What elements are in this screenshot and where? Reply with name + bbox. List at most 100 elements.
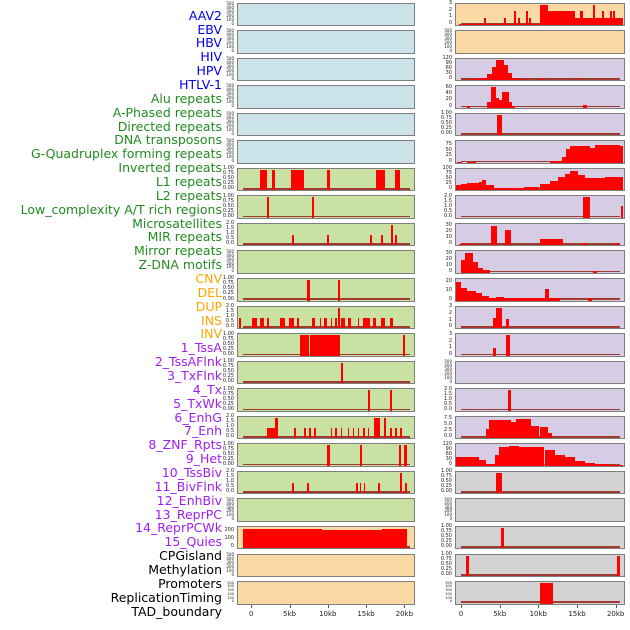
y-tick-label: 400 <box>226 4 234 10</box>
data-bar <box>357 428 360 439</box>
track-label-8-znf-rpts: 8_ZNF_Rpts <box>148 437 222 453</box>
y-tick-label: 2 <box>448 337 452 344</box>
data-baseline <box>461 546 621 548</box>
data-bar <box>312 317 316 329</box>
y-tick-label: 0.00 <box>222 460 234 467</box>
data-bar <box>593 4 596 25</box>
track-panel-cpgisland <box>455 470 625 495</box>
data-bar <box>614 243 619 246</box>
data-bar <box>610 11 613 25</box>
data-bar <box>389 317 393 329</box>
data-bar <box>495 454 500 466</box>
data-bar <box>394 235 397 246</box>
data-bar <box>466 456 480 466</box>
y-tick-label: 0 <box>231 20 234 26</box>
data-bar <box>569 171 578 191</box>
data-bar <box>554 454 565 466</box>
data-bar <box>577 174 585 191</box>
y-tick-label: 0 <box>231 48 234 54</box>
y-tick-label: 200 <box>224 527 234 534</box>
y-tick-label: 500 <box>227 580 234 585</box>
y-tick-label: 1.5 <box>226 308 234 314</box>
y-tick-label: 0.75 <box>222 170 234 177</box>
y-tick-label: 60 <box>445 83 452 90</box>
data-bar <box>300 169 304 191</box>
y-tick-label: 500 <box>444 28 452 34</box>
y-tick-label: 0.50 <box>440 533 452 540</box>
y-tick-label: 300 <box>226 146 234 152</box>
track-panel-inv <box>455 30 625 54</box>
data-bar <box>357 317 360 329</box>
y-tick-label: 0 <box>230 543 234 550</box>
y-tick-label: 2 <box>448 309 452 316</box>
y-tick-label: 0.25 <box>440 125 452 132</box>
track-panel-dna-transposons <box>237 250 415 274</box>
data-bar <box>564 173 570 191</box>
track-label-cpgisland: CPGisland <box>159 548 222 564</box>
x-tick-mark <box>404 605 406 609</box>
data-bar <box>539 4 548 25</box>
y-tick-label: 1.00 <box>222 165 234 172</box>
data-bar <box>486 463 492 466</box>
y-tick-label: 0 <box>448 102 452 109</box>
data-bar <box>547 11 575 25</box>
data-baseline <box>243 298 411 300</box>
data-bar <box>314 428 317 439</box>
y-tick-label: 100 <box>226 264 234 270</box>
y-tick-label: 10 <box>445 286 452 293</box>
y-tick-label: 400 <box>226 59 234 65</box>
y-tick-label: 400 <box>444 32 452 38</box>
track-label-5-txwk: 5_TxWk <box>173 395 222 411</box>
x-tick-mark <box>615 605 617 609</box>
data-bar <box>338 307 341 329</box>
y-tick-label: 2.0 <box>226 302 234 309</box>
data-baseline <box>243 408 411 411</box>
track-panel-hpv <box>237 112 415 137</box>
data-baseline <box>461 160 621 163</box>
data-bar <box>512 77 518 81</box>
y-tick-label: 300 <box>226 36 234 42</box>
y-tick-label: 20 <box>445 278 452 285</box>
x-tick-label: 15kb <box>568 609 586 618</box>
track-label-inverted-repeats: Inverted repeats <box>118 160 222 176</box>
data-bar <box>549 161 562 163</box>
y-tick-label: 200 <box>226 563 234 569</box>
data-bar <box>307 280 310 301</box>
data-bar <box>491 87 497 108</box>
data-bar <box>297 317 300 329</box>
track-panel-cnv <box>237 525 415 550</box>
data-bar <box>493 348 497 356</box>
y-tick-label: 500 <box>226 55 234 61</box>
y-tick-label: 0 <box>231 130 234 136</box>
track-panel-del <box>237 553 415 577</box>
y-tick-label: 0.00 <box>440 488 452 495</box>
y-tick-label: 300 <box>445 588 452 593</box>
data-bar <box>367 390 370 411</box>
y-tick-label: 500 <box>226 138 234 144</box>
y-tick-label: 0.75 <box>440 115 452 122</box>
data-bar <box>377 483 380 494</box>
data-bar <box>539 183 550 191</box>
data-bar <box>467 162 477 163</box>
y-tick-label: 40 <box>445 89 452 96</box>
y-tick-label: 0.00 <box>222 295 234 302</box>
data-bar <box>467 106 471 108</box>
data-bar <box>602 11 605 25</box>
track-label-10-tssbiv: 10_TssBiv <box>161 464 222 480</box>
y-tick-label: 0.50 <box>222 285 234 292</box>
track-panel-9-het <box>455 278 625 302</box>
data-bar <box>465 253 474 273</box>
data-bar <box>574 79 578 81</box>
track-label-13-reprpc: 13_ReprPC <box>154 506 222 522</box>
x-tick-label: 10kb <box>319 609 337 618</box>
y-tick-label: 200 <box>227 591 234 596</box>
track-panel-l1-repeats <box>237 333 415 357</box>
data-bar <box>319 317 322 329</box>
track-panel-5-txwk <box>455 167 625 192</box>
data-bar <box>494 188 525 191</box>
y-tick-label: 1.00 <box>222 440 234 447</box>
track-label-1-tssa: 1_TssA <box>180 340 222 356</box>
y-tick-label: 0 <box>449 599 452 604</box>
data-bar <box>587 298 592 301</box>
data-bar <box>461 184 467 191</box>
